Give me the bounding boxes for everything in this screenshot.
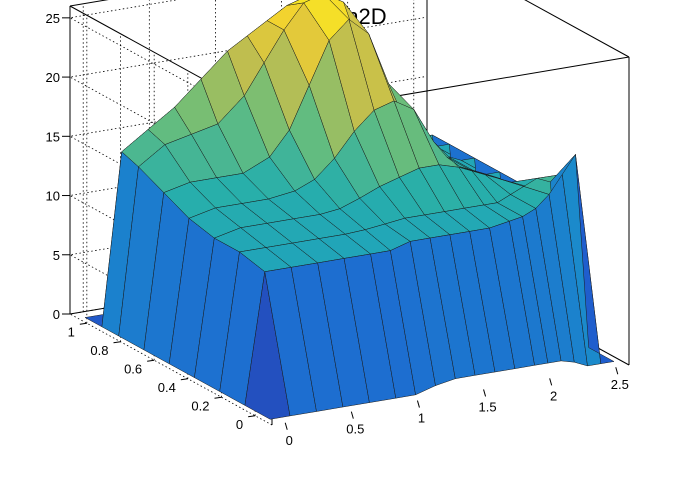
surface-cell	[286, 0, 311, 6]
x-tick-label: 1.5	[479, 399, 497, 414]
x-tick	[549, 378, 553, 386]
x-tick-label: 0.5	[346, 422, 364, 437]
y-tick	[113, 341, 121, 344]
y-tick-label: 0.6	[124, 361, 142, 376]
y-tick	[248, 415, 256, 418]
surface-layer	[84, 0, 615, 420]
x-tick	[615, 367, 619, 375]
y-tick-label: 0.2	[191, 398, 209, 413]
x-tick-label: 1	[418, 411, 425, 426]
x-axis: 0 0.5 1 1.5 2 2.5	[284, 367, 629, 448]
x-tick-label: 0	[286, 433, 293, 448]
z-tick-label: 25	[46, 11, 60, 26]
x-tick	[416, 400, 420, 408]
x-tick-label: 2.5	[611, 377, 629, 392]
z-gridline	[68, 253, 428, 426]
surface-cell	[575, 154, 615, 364]
y-tick-label: 0.8	[90, 343, 108, 358]
y-tick	[180, 378, 188, 381]
x-tick	[483, 389, 487, 397]
y-tick	[79, 322, 87, 325]
z-tick-label: 20	[46, 70, 60, 85]
x-tick	[350, 411, 354, 419]
x-tick-label: 2	[550, 388, 557, 403]
y-tick	[214, 396, 222, 399]
z-tick-label: 0	[53, 307, 60, 322]
frame-edge	[524, 0, 630, 58]
y-tick-label: 0	[236, 417, 243, 432]
y-tick	[147, 359, 155, 362]
z-tick-label: 15	[46, 129, 60, 144]
z-axis: 0 5 10 15 20 25	[46, 6, 71, 322]
x-tick	[284, 422, 288, 430]
y-tick-label: 1	[68, 324, 75, 339]
z-tick-label: 5	[53, 248, 60, 263]
z-tick-label: 10	[46, 189, 60, 204]
y-tick-label: 0.4	[158, 380, 176, 395]
y-axis: 0 0.2 0.4 0.6 0.8 1	[68, 322, 256, 432]
